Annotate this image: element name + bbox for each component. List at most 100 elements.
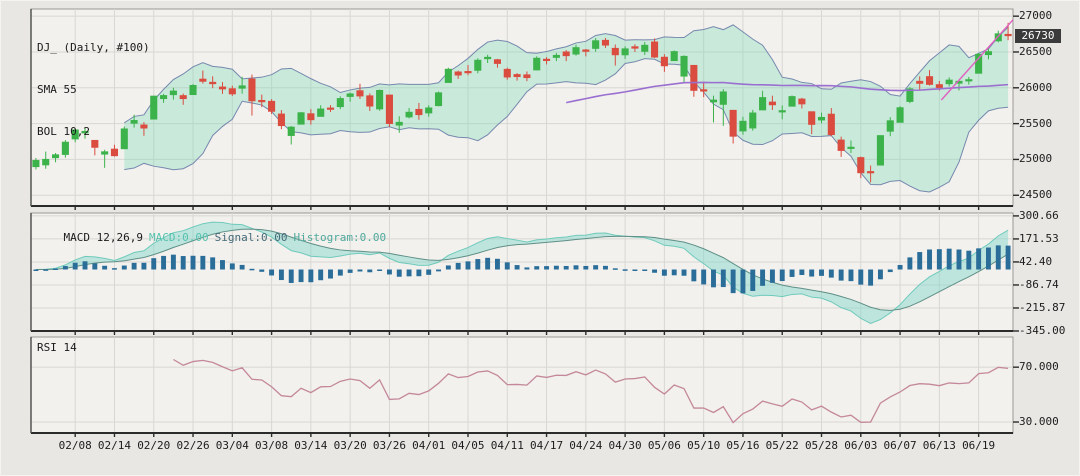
- candle-body: [611, 47, 619, 56]
- date-label: 05/06: [647, 439, 681, 452]
- macd-histogram-bar: [514, 265, 520, 270]
- macd-histogram-bar: [887, 269, 893, 273]
- date-label: 05/22: [765, 439, 799, 452]
- rsi-axis-label: 70.000: [1019, 360, 1059, 374]
- candle-body: [513, 74, 521, 78]
- macd-histogram-bar: [328, 269, 333, 279]
- macd-histogram-bar: [33, 269, 39, 272]
- candle-body: [906, 88, 914, 102]
- candle-body: [326, 107, 335, 110]
- macd-histogram-bar: [494, 258, 500, 270]
- candle-body: [493, 59, 501, 64]
- date-label: 03/08: [255, 439, 289, 452]
- macd-histogram-bar: [789, 269, 795, 277]
- date-label: 05/10: [687, 439, 721, 452]
- candle-body: [81, 130, 89, 134]
- candle-body: [817, 116, 826, 121]
- candle-body: [209, 81, 217, 85]
- macd-histogram-bar: [416, 269, 422, 277]
- macd-histogram-bar: [652, 269, 658, 273]
- macd-histogram-bar: [102, 265, 108, 270]
- signal-line: [35, 228, 1009, 311]
- candle-body: [287, 126, 295, 136]
- macd-histogram-bar: [229, 263, 235, 270]
- candle-body: [955, 80, 963, 84]
- macd-histogram-bar: [436, 269, 441, 272]
- candle-body: [808, 111, 816, 125]
- candle-body: [867, 171, 875, 174]
- candle-body: [218, 86, 227, 90]
- macd-histogram-bar: [112, 268, 117, 270]
- candle-body: [876, 135, 884, 166]
- macd-line: [35, 221, 1009, 324]
- macd-histogram-bar: [917, 252, 923, 270]
- macd-signal-fill: [35, 222, 1009, 324]
- candle-body: [700, 89, 708, 92]
- macd-histogram-bar: [701, 269, 707, 285]
- macd-histogram-bar: [337, 269, 343, 276]
- price-panel-plot[interactable]: [30, 8, 1014, 207]
- date-label: 04/01: [412, 439, 446, 452]
- sma55-line: [566, 81, 1009, 104]
- candle-body: [719, 91, 727, 105]
- candle-body: [385, 94, 393, 124]
- macd-histogram-bar: [720, 269, 726, 288]
- macd-histogram-bar: [141, 262, 147, 270]
- macd-histogram-bar: [946, 248, 952, 270]
- candle-body: [945, 79, 953, 85]
- macd-histogram-bar: [730, 269, 736, 294]
- price-panel-content: [32, 3, 1027, 193]
- candle-body: [297, 112, 305, 125]
- bol-indicator-label: BOL 10,2: [37, 125, 90, 138]
- macd-histogram-bar: [131, 262, 137, 270]
- candle-body: [562, 51, 570, 57]
- date-label: 03/26: [372, 439, 406, 452]
- macd-histogram-bar: [691, 269, 697, 282]
- macd-histogram-bar: [966, 250, 972, 270]
- macd-title-label: MACD 12,26,9: [63, 231, 143, 244]
- rsi-line: [173, 358, 1009, 424]
- candle-body: [228, 88, 236, 95]
- candle-body: [140, 124, 148, 129]
- macd-histogram-bar: [475, 259, 481, 270]
- candle-body: [857, 157, 865, 174]
- candle-body: [130, 120, 138, 124]
- candle-body: [101, 151, 109, 155]
- candle-body: [464, 71, 472, 74]
- macd-histogram-bar: [877, 269, 883, 280]
- candle-body: [405, 111, 413, 118]
- macd-histogram-bar: [553, 265, 559, 270]
- macd-histogram-bar: [386, 269, 392, 275]
- macd-histogram-bar: [53, 268, 59, 271]
- trendline[interactable]: [940, 3, 1027, 101]
- macd-histogram-bar: [151, 258, 157, 270]
- candle-body: [1004, 33, 1012, 37]
- candle-body: [827, 113, 835, 136]
- macd-histogram-bar: [661, 269, 667, 276]
- candle-body: [415, 108, 423, 116]
- macd-histogram-bar: [347, 269, 353, 273]
- macd-histogram-bar: [220, 260, 225, 270]
- macd-histogram-bar: [288, 269, 294, 283]
- bollinger-upper-line: [124, 24, 1009, 124]
- candle-body: [434, 92, 443, 107]
- candle-body: [258, 99, 266, 103]
- price-axis-label: 25500: [1019, 116, 1053, 130]
- candle-body: [778, 110, 786, 113]
- candle-body: [120, 128, 128, 150]
- macd-histogram-bar: [62, 266, 68, 270]
- date-label: 05/16: [726, 439, 760, 452]
- macd-histogram-bar: [308, 269, 314, 283]
- macd-histogram-bar: [740, 269, 746, 294]
- candle-body: [552, 54, 560, 58]
- candle-body: [474, 59, 482, 71]
- macd-histogram-bar: [190, 255, 196, 270]
- macd-histogram-bar: [583, 265, 589, 270]
- macd-histogram-bar: [927, 249, 932, 270]
- candle-body: [150, 95, 158, 120]
- macd-histogram-bar: [828, 269, 834, 278]
- candle-body: [503, 68, 511, 78]
- macd-axis-label: 42.40: [1019, 254, 1053, 268]
- candle-body: [690, 64, 698, 91]
